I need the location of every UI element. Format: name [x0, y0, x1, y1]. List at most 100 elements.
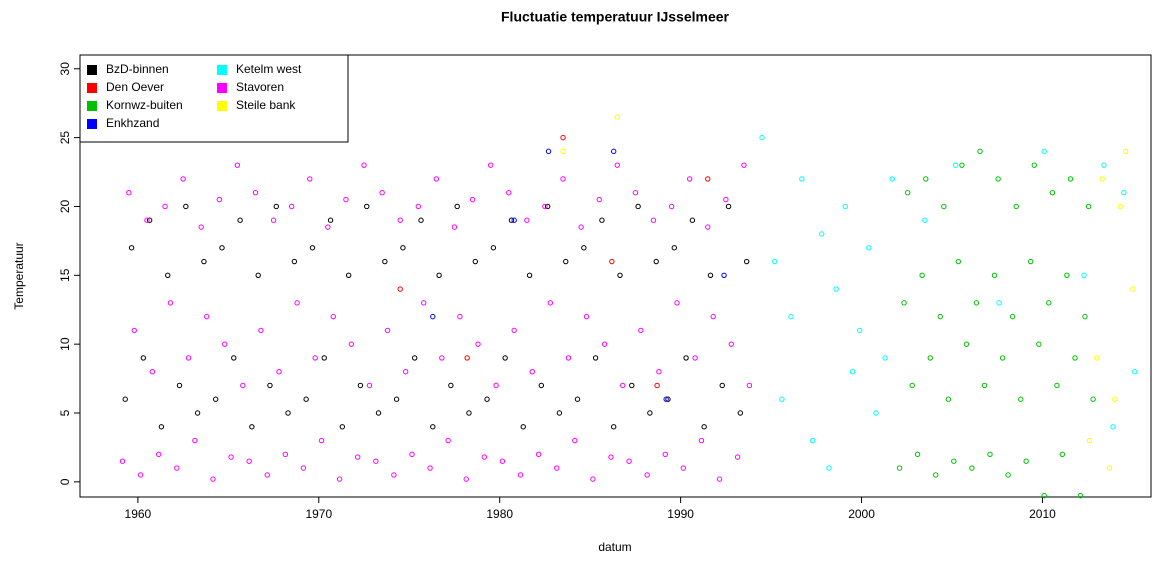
point	[833, 286, 839, 292]
point	[653, 258, 659, 265]
legend-label: Ketelm west	[236, 62, 302, 76]
point	[741, 162, 747, 168]
point	[1023, 458, 1029, 464]
point	[325, 224, 331, 230]
point	[231, 355, 237, 361]
point	[547, 300, 554, 306]
point	[339, 424, 346, 430]
point	[981, 382, 988, 389]
point	[391, 472, 397, 478]
point	[402, 368, 409, 375]
point	[1101, 162, 1107, 168]
y-axis-label: Temperatuur	[12, 242, 26, 309]
legend-swatch	[87, 101, 97, 111]
point	[481, 454, 488, 460]
point	[995, 176, 1001, 182]
point	[1041, 492, 1047, 499]
point	[1117, 203, 1123, 210]
point	[701, 424, 707, 430]
point	[746, 382, 753, 389]
point	[1059, 451, 1066, 458]
point	[201, 258, 207, 265]
point	[330, 313, 336, 320]
point	[759, 134, 765, 141]
point	[1132, 368, 1138, 375]
point	[705, 176, 711, 182]
point	[560, 148, 566, 155]
point	[719, 382, 725, 389]
point	[799, 176, 805, 182]
point	[952, 162, 959, 168]
point	[379, 189, 385, 196]
point	[165, 272, 171, 279]
point	[167, 300, 174, 306]
point	[951, 458, 957, 464]
point	[252, 189, 259, 196]
point	[737, 410, 744, 416]
point	[1099, 176, 1105, 182]
point	[565, 355, 572, 361]
point	[336, 476, 343, 482]
point	[721, 272, 727, 279]
point	[819, 231, 825, 237]
point	[273, 203, 279, 210]
point	[126, 189, 132, 196]
x-tick-label: 2010	[1029, 507, 1056, 521]
point	[343, 196, 349, 203]
point	[987, 451, 993, 458]
point	[246, 458, 252, 464]
point	[937, 313, 943, 320]
point	[180, 176, 186, 182]
point	[969, 465, 975, 471]
point	[155, 451, 162, 458]
point	[563, 258, 569, 265]
point	[647, 410, 653, 416]
point	[288, 203, 295, 210]
point	[689, 217, 696, 223]
point	[1054, 382, 1060, 389]
point	[493, 382, 499, 389]
x-tick-label: 1990	[667, 507, 694, 521]
point	[599, 217, 605, 223]
point	[1106, 465, 1113, 471]
point	[508, 217, 515, 223]
point	[436, 272, 442, 279]
point	[535, 451, 542, 458]
point	[882, 355, 888, 361]
point	[545, 148, 552, 155]
point	[909, 382, 915, 389]
point	[373, 458, 379, 464]
point	[237, 217, 243, 223]
point	[194, 410, 201, 416]
point	[544, 203, 551, 210]
y-tick-label: 10	[58, 337, 72, 351]
point	[234, 162, 241, 168]
x-tick-label: 1980	[486, 507, 513, 521]
plot-frame	[79, 54, 1152, 498]
point	[162, 203, 168, 210]
point	[650, 217, 657, 223]
point	[418, 217, 424, 223]
point	[445, 437, 451, 444]
point	[300, 465, 307, 471]
point	[1121, 189, 1127, 196]
point	[222, 341, 228, 347]
point	[922, 217, 928, 223]
point	[901, 300, 907, 306]
y-tick-label: 20	[58, 199, 72, 213]
y-tick-label: 30	[58, 62, 72, 76]
point	[309, 245, 316, 251]
point	[1036, 341, 1042, 347]
point	[866, 245, 872, 251]
point	[572, 437, 578, 444]
point	[258, 327, 264, 334]
point	[725, 203, 732, 210]
point	[318, 437, 325, 444]
point	[327, 217, 334, 223]
point	[665, 396, 671, 402]
point	[526, 272, 533, 279]
point	[933, 472, 939, 478]
legend-label: BzD-binnen	[106, 62, 169, 76]
point	[734, 454, 741, 460]
point	[1067, 176, 1074, 182]
